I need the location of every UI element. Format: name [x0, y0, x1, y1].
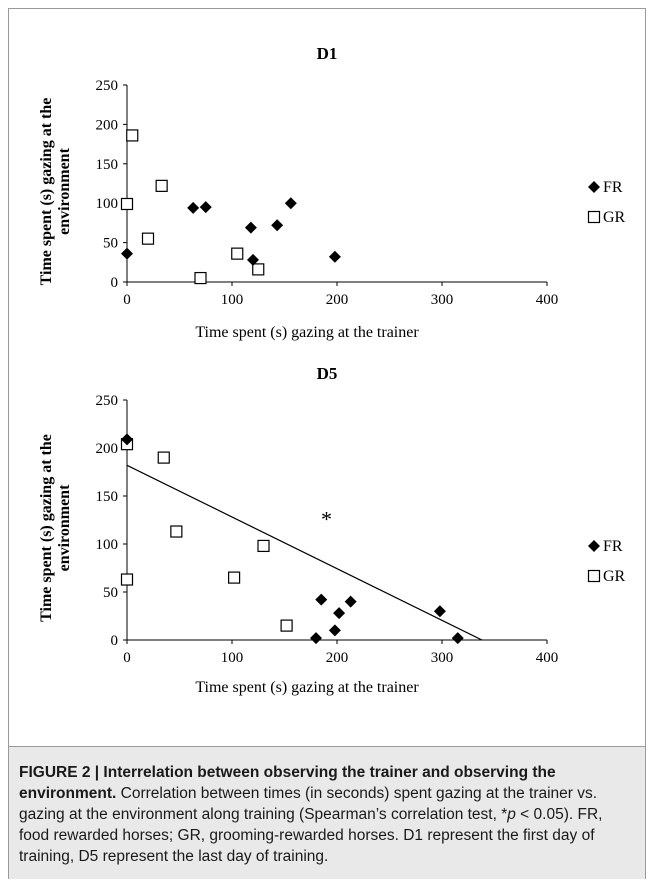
x-tick-label: 300 — [431, 650, 454, 666]
data-point-gr — [194, 271, 207, 285]
data-point-gr — [252, 263, 265, 276]
x-tick-label: 200 — [326, 650, 349, 666]
data-point-gr — [157, 451, 170, 464]
y-axis-label: Time spent (s) gazing at theenvironment — [38, 434, 73, 622]
y-tick-label: 150 — [96, 157, 119, 173]
data-point-fr — [284, 197, 297, 210]
chart-d1-panel: D1 0 50 100 150 200 250 0 100 200 300 400 Time spent… — [9, 9, 645, 359]
data-point-gr — [280, 619, 293, 632]
legend-marker-gr — [587, 569, 601, 583]
legend-label-gr: GR — [603, 209, 626, 226]
legend-label-gr: GR — [603, 568, 626, 585]
x-tick-label: 0 — [123, 292, 131, 308]
chart-d5: D5 0 50 100 150 200 250 0 100 200 300 400 Time spent… — [38, 364, 626, 696]
chart-title: D1 — [317, 44, 338, 63]
data-point-gr — [170, 525, 183, 538]
y-tick-label: 50 — [103, 585, 118, 601]
x-tick-label: 200 — [326, 292, 349, 308]
legend-label-fr: FR — [603, 538, 623, 555]
x-tick-label: 100 — [221, 650, 244, 666]
y-tick-label: 250 — [96, 393, 119, 409]
x-axis-label: Time spent (s) gazing at the trainer — [195, 679, 419, 696]
y-tick-label: 0 — [111, 633, 119, 649]
figure-container: D1 0 50 100 150 200 250 0 100 200 300 400 Time spent… — [8, 8, 646, 879]
legend-marker-fr — [588, 181, 600, 193]
data-point-gr — [120, 197, 134, 211]
data-point-fr — [247, 253, 259, 266]
data-point-fr — [451, 632, 464, 645]
legend-marker-fr — [588, 540, 600, 552]
data-point-fr — [310, 632, 322, 645]
y-axis-label: Time spent (s) gazing at theenvironment — [38, 98, 73, 286]
data-point-gr — [126, 129, 139, 142]
data-point-fr — [344, 595, 357, 608]
data-point-fr — [244, 221, 257, 234]
data-point-gr — [141, 232, 155, 245]
data-point-fr — [328, 624, 341, 637]
significance-annotation: * — [321, 507, 332, 532]
chart-title: D5 — [317, 364, 338, 383]
x-tick-label: 0 — [123, 650, 131, 666]
data-point-fr — [271, 219, 284, 232]
caption-area: FIGURE 2 | Interrelation between observi… — [9, 746, 645, 879]
data-point-fr — [187, 201, 200, 214]
y-tick-label: 100 — [96, 537, 119, 553]
chart-d5-panel: D5 0 50 100 150 200 250 0 100 200 300 400 Time spent… — [9, 364, 645, 745]
x-tick-label: 400 — [536, 650, 559, 666]
caption-p-symbol: p — [507, 806, 516, 823]
caption-text-before: Correlation between times (in seconds) s… — [19, 785, 598, 823]
y-tick-label: 200 — [96, 117, 119, 133]
data-point-gr — [228, 571, 241, 584]
data-point-fr — [121, 433, 133, 446]
y-tick-label: 0 — [111, 275, 119, 291]
figure-caption: FIGURE 2 | Interrelation between observi… — [19, 762, 635, 867]
y-tick-label: 100 — [96, 196, 119, 212]
data-point-gr — [155, 179, 168, 192]
legend-marker-gr — [587, 210, 601, 224]
data-point-fr — [121, 247, 133, 260]
data-point-fr — [328, 250, 341, 263]
caption-text-after: < 0.05). FR, food rewarded horses; GR, g… — [19, 806, 603, 865]
legend-label-fr: FR — [603, 179, 623, 196]
x-tick-label: 100 — [221, 292, 244, 308]
data-point-gr — [231, 247, 244, 260]
trend-line — [126, 464, 483, 641]
x-axis-label: Time spent (s) gazing at the trainer — [195, 324, 419, 341]
data-point-gr — [120, 573, 134, 586]
data-point-fr — [199, 201, 212, 214]
data-point-fr — [333, 607, 346, 620]
x-tick-label: 400 — [536, 292, 559, 308]
data-point-gr — [257, 539, 270, 553]
data-point-fr — [315, 593, 328, 606]
y-tick-label: 250 — [96, 78, 119, 94]
data-point-fr — [433, 605, 446, 618]
x-tick-label: 300 — [431, 292, 454, 308]
y-tick-label: 50 — [103, 236, 118, 252]
caption-label: FIGURE 2 | Interrelation between observi… — [19, 764, 556, 802]
chart-d1: D1 0 50 100 150 200 250 0 100 200 300 400 Time spent… — [38, 44, 626, 341]
y-tick-label: 200 — [96, 441, 119, 457]
y-tick-label: 150 — [96, 489, 119, 505]
